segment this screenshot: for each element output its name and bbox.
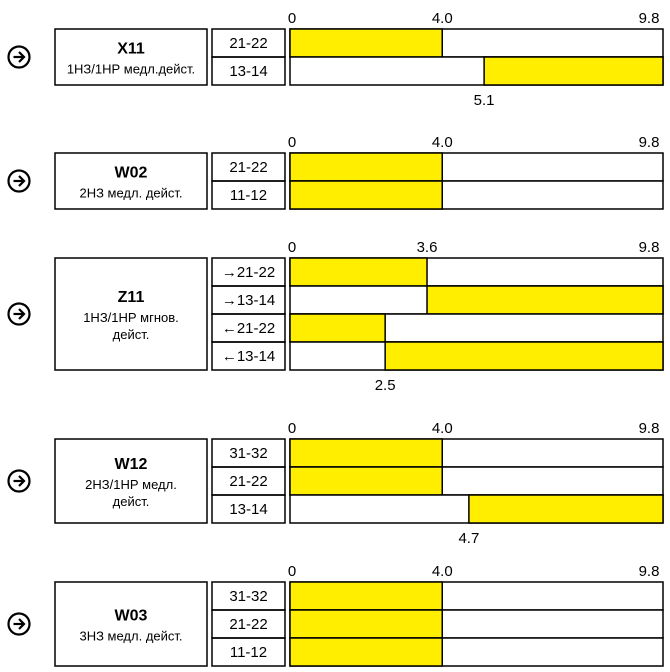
arrow-right-circle-icon — [7, 612, 31, 636]
contact-label: 13-14 — [229, 63, 267, 80]
switch-description-box — [54, 438, 208, 524]
contact-label: 21-22 — [229, 35, 267, 52]
contact-closed-bar — [468, 494, 664, 524]
contact-closed-bar — [289, 466, 443, 496]
contact-closed-bar — [289, 152, 443, 182]
contact-label-cell — [211, 56, 286, 86]
arrow-right-circle-icon — [7, 469, 31, 493]
scale-end-label: 9.8 — [639, 563, 660, 580]
contact-label: 21-22 — [229, 159, 267, 176]
scale-mid-label: 3.6 — [417, 239, 438, 256]
contact-closed-bar — [483, 56, 664, 86]
switch-code: Z11 — [118, 289, 145, 306]
switch-code: X11 — [117, 41, 145, 58]
contact-label: →13-14 — [222, 292, 275, 309]
scale-mid-label: 4.0 — [432, 420, 453, 437]
contact-label: 31-32 — [229, 445, 267, 462]
contact-closed-bar — [289, 438, 443, 468]
contact-closed-bar — [289, 581, 443, 611]
contact-label: ←21-22 — [222, 320, 275, 337]
contact-closed-bar — [289, 180, 443, 210]
switch-description-box — [54, 257, 208, 371]
switch-description-box — [54, 581, 208, 667]
switch-description: 2НЗ/1НР медл. — [85, 477, 177, 492]
scale-start-label: 0 — [288, 134, 296, 151]
contact-closed-bar — [384, 341, 664, 371]
switch-description-box — [54, 152, 208, 210]
scale-start-label: 0 — [288, 563, 296, 580]
switch-point-label: 5.1 — [474, 92, 495, 109]
switch-point-label: 4.7 — [458, 530, 479, 547]
contact-closed-bar — [289, 637, 443, 667]
contact-label-cell — [211, 637, 286, 667]
scale-end-label: 9.8 — [639, 420, 660, 437]
scale-end-label: 9.8 — [639, 134, 660, 151]
switch-code: W12 — [115, 456, 148, 473]
switch-description: 1НЗ/1НР медл.дейст. — [67, 62, 195, 77]
arrow-right-circle-icon — [7, 302, 31, 326]
switch-point-label: 2.5 — [375, 377, 396, 394]
contact-label-cell — [211, 494, 286, 524]
contact-label: 13-14 — [229, 501, 267, 518]
contact-label: →21-22 — [222, 264, 275, 281]
arrow-right-circle-icon — [7, 45, 31, 69]
switch-code: W03 — [115, 608, 148, 625]
switch-description: дейст. — [113, 494, 150, 509]
contact-label: 21-22 — [229, 616, 267, 633]
contact-label-cell — [211, 180, 286, 210]
contact-label: 11-12 — [230, 644, 267, 661]
switch-block-w03: 0 4.0 9.8 W03 3НЗ медл. дейст. 31-32 21-22 11-1… — [7, 563, 664, 667]
contact-label: 11-12 — [230, 187, 267, 204]
arrow-right-circle-icon — [7, 169, 31, 193]
switch-block-z11: 0 3.6 9.8 Z11 1НЗ/1НР мгнов. дейст. →21-22 →13-… — [7, 239, 664, 394]
scale-mid-label: 4.0 — [432, 10, 453, 27]
contact-label: ←13-14 — [222, 348, 275, 365]
scale-start-label: 0 — [288, 10, 296, 27]
scale-end-label: 9.8 — [639, 239, 660, 256]
contact-label: 21-22 — [229, 473, 267, 490]
scale-start-label: 0 — [288, 420, 296, 437]
scale-end-label: 9.8 — [639, 10, 660, 27]
switch-description-box — [54, 28, 208, 86]
contact-closed-bar — [289, 313, 386, 343]
scale-mid-label: 4.0 — [432, 134, 453, 151]
switch-block-w12: 0 4.0 9.8 W12 2НЗ/1НР медл. дейст. 31-32 21-22 1… — [7, 420, 664, 547]
switch-block-x11: 0 4.0 9.8 X11 1НЗ/1НР медл.дейст. 21-22 13-14 5… — [7, 10, 664, 109]
contact-label-cell — [211, 341, 286, 371]
contact-closed-bar — [289, 257, 428, 287]
scale-mid-label: 4.0 — [432, 563, 453, 580]
switch-code: W02 — [115, 165, 148, 182]
contact-closed-bar — [289, 28, 443, 58]
switch-description: дейст. — [113, 327, 150, 342]
contact-closed-bar — [289, 609, 443, 639]
switch-description: 2НЗ медл. дейст. — [79, 186, 182, 201]
contact-label: 31-32 — [229, 588, 267, 605]
scale-start-label: 0 — [288, 239, 296, 256]
contact-closed-bar — [426, 285, 664, 315]
switch-description: 3НЗ медл. дейст. — [79, 629, 182, 644]
switch-block-w02: 0 4.0 9.8 W02 2НЗ медл. дейст. 21-22 11-12 — [7, 134, 664, 210]
switch-description: 1НЗ/1НР мгнов. — [83, 310, 179, 325]
